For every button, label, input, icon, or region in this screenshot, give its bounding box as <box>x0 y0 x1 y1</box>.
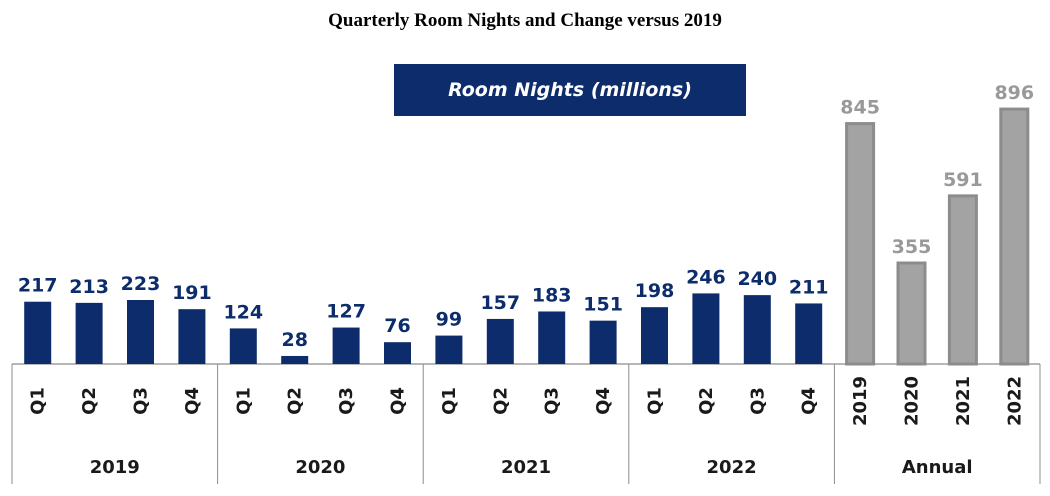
category-tick-label: Q2 <box>285 387 306 415</box>
bar-annual-2022 <box>999 107 1030 366</box>
data-label: 151 <box>583 294 623 316</box>
category-tick-label: Q3 <box>542 387 563 415</box>
bar-2021-q3 <box>538 311 566 364</box>
bar-2020-q4 <box>384 342 411 364</box>
bar-2022-q2 <box>692 293 720 364</box>
bar-2021-q4 <box>589 320 617 364</box>
bar-2019-q1 <box>24 301 52 364</box>
category-tick-label: Q4 <box>799 387 820 415</box>
category-tick-label: Q3 <box>747 387 768 415</box>
bar-2022-q1 <box>641 307 668 364</box>
group-label: 2021 <box>501 457 551 478</box>
category-tick-label: Q1 <box>28 387 49 415</box>
category-tick-label: Q1 <box>439 387 460 415</box>
bar-annual-2021 <box>947 194 978 366</box>
bar-2019-q3 <box>127 299 154 364</box>
data-label: 845 <box>840 97 880 119</box>
bar-2020-q3 <box>332 327 360 364</box>
category-tick-label: Q2 <box>696 387 717 415</box>
category-tick-label: Q4 <box>182 387 203 415</box>
group-label: 2019 <box>90 457 140 478</box>
data-label: 76 <box>384 315 410 337</box>
category-tick-label: 2021 <box>953 376 974 426</box>
data-label: 28 <box>281 329 307 351</box>
category-tick-label: Q2 <box>79 387 100 415</box>
category-tick-label: 2019 <box>850 376 871 426</box>
bar-2019-q4 <box>178 309 206 364</box>
category-tick-label: Q4 <box>388 387 409 415</box>
bar-2021-q2 <box>486 318 514 364</box>
bar-2022-q4 <box>795 303 823 364</box>
category-tick-label: Q1 <box>233 387 254 415</box>
group-label: Annual <box>902 457 973 478</box>
data-label: 127 <box>326 301 366 323</box>
data-label: 124 <box>223 301 263 323</box>
data-label: 99 <box>436 309 462 331</box>
group-label: 2022 <box>707 457 757 478</box>
category-tick-label: Q1 <box>645 387 666 415</box>
data-label: 246 <box>686 266 726 288</box>
bar-2019-q2 <box>75 302 103 364</box>
category-tick-label: Q3 <box>131 387 152 415</box>
category-tick-label: 2020 <box>902 376 923 426</box>
category-tick-label: Q2 <box>490 387 511 415</box>
bar-annual-2019 <box>845 122 876 366</box>
data-label: 240 <box>737 268 777 290</box>
chart-title: Quarterly Room Nights and Change versus … <box>328 10 722 31</box>
category-tick-label: Q4 <box>593 387 614 415</box>
data-label: 213 <box>69 276 109 298</box>
bar-2021-q1 <box>435 335 463 364</box>
data-label: 591 <box>943 169 983 191</box>
data-label: 157 <box>480 292 520 314</box>
bar-2020-q1 <box>229 328 257 364</box>
group-label: 2020 <box>295 457 345 478</box>
category-tick-label: 2022 <box>1004 376 1025 426</box>
legend-room-nights: Room Nights (millions) <box>394 64 746 116</box>
data-label: 183 <box>532 284 572 306</box>
bar-2022-q3 <box>743 295 771 364</box>
data-label: 896 <box>994 82 1034 104</box>
data-label: 211 <box>789 276 829 298</box>
data-label: 217 <box>18 275 58 297</box>
category-tick-label: Q3 <box>336 387 357 415</box>
bar-annual-2020 <box>896 261 927 366</box>
data-label: 191 <box>172 282 212 304</box>
data-label: 223 <box>121 273 161 295</box>
data-label: 198 <box>635 280 675 302</box>
data-label: 355 <box>892 236 932 258</box>
bar-2020-q2 <box>281 355 309 364</box>
